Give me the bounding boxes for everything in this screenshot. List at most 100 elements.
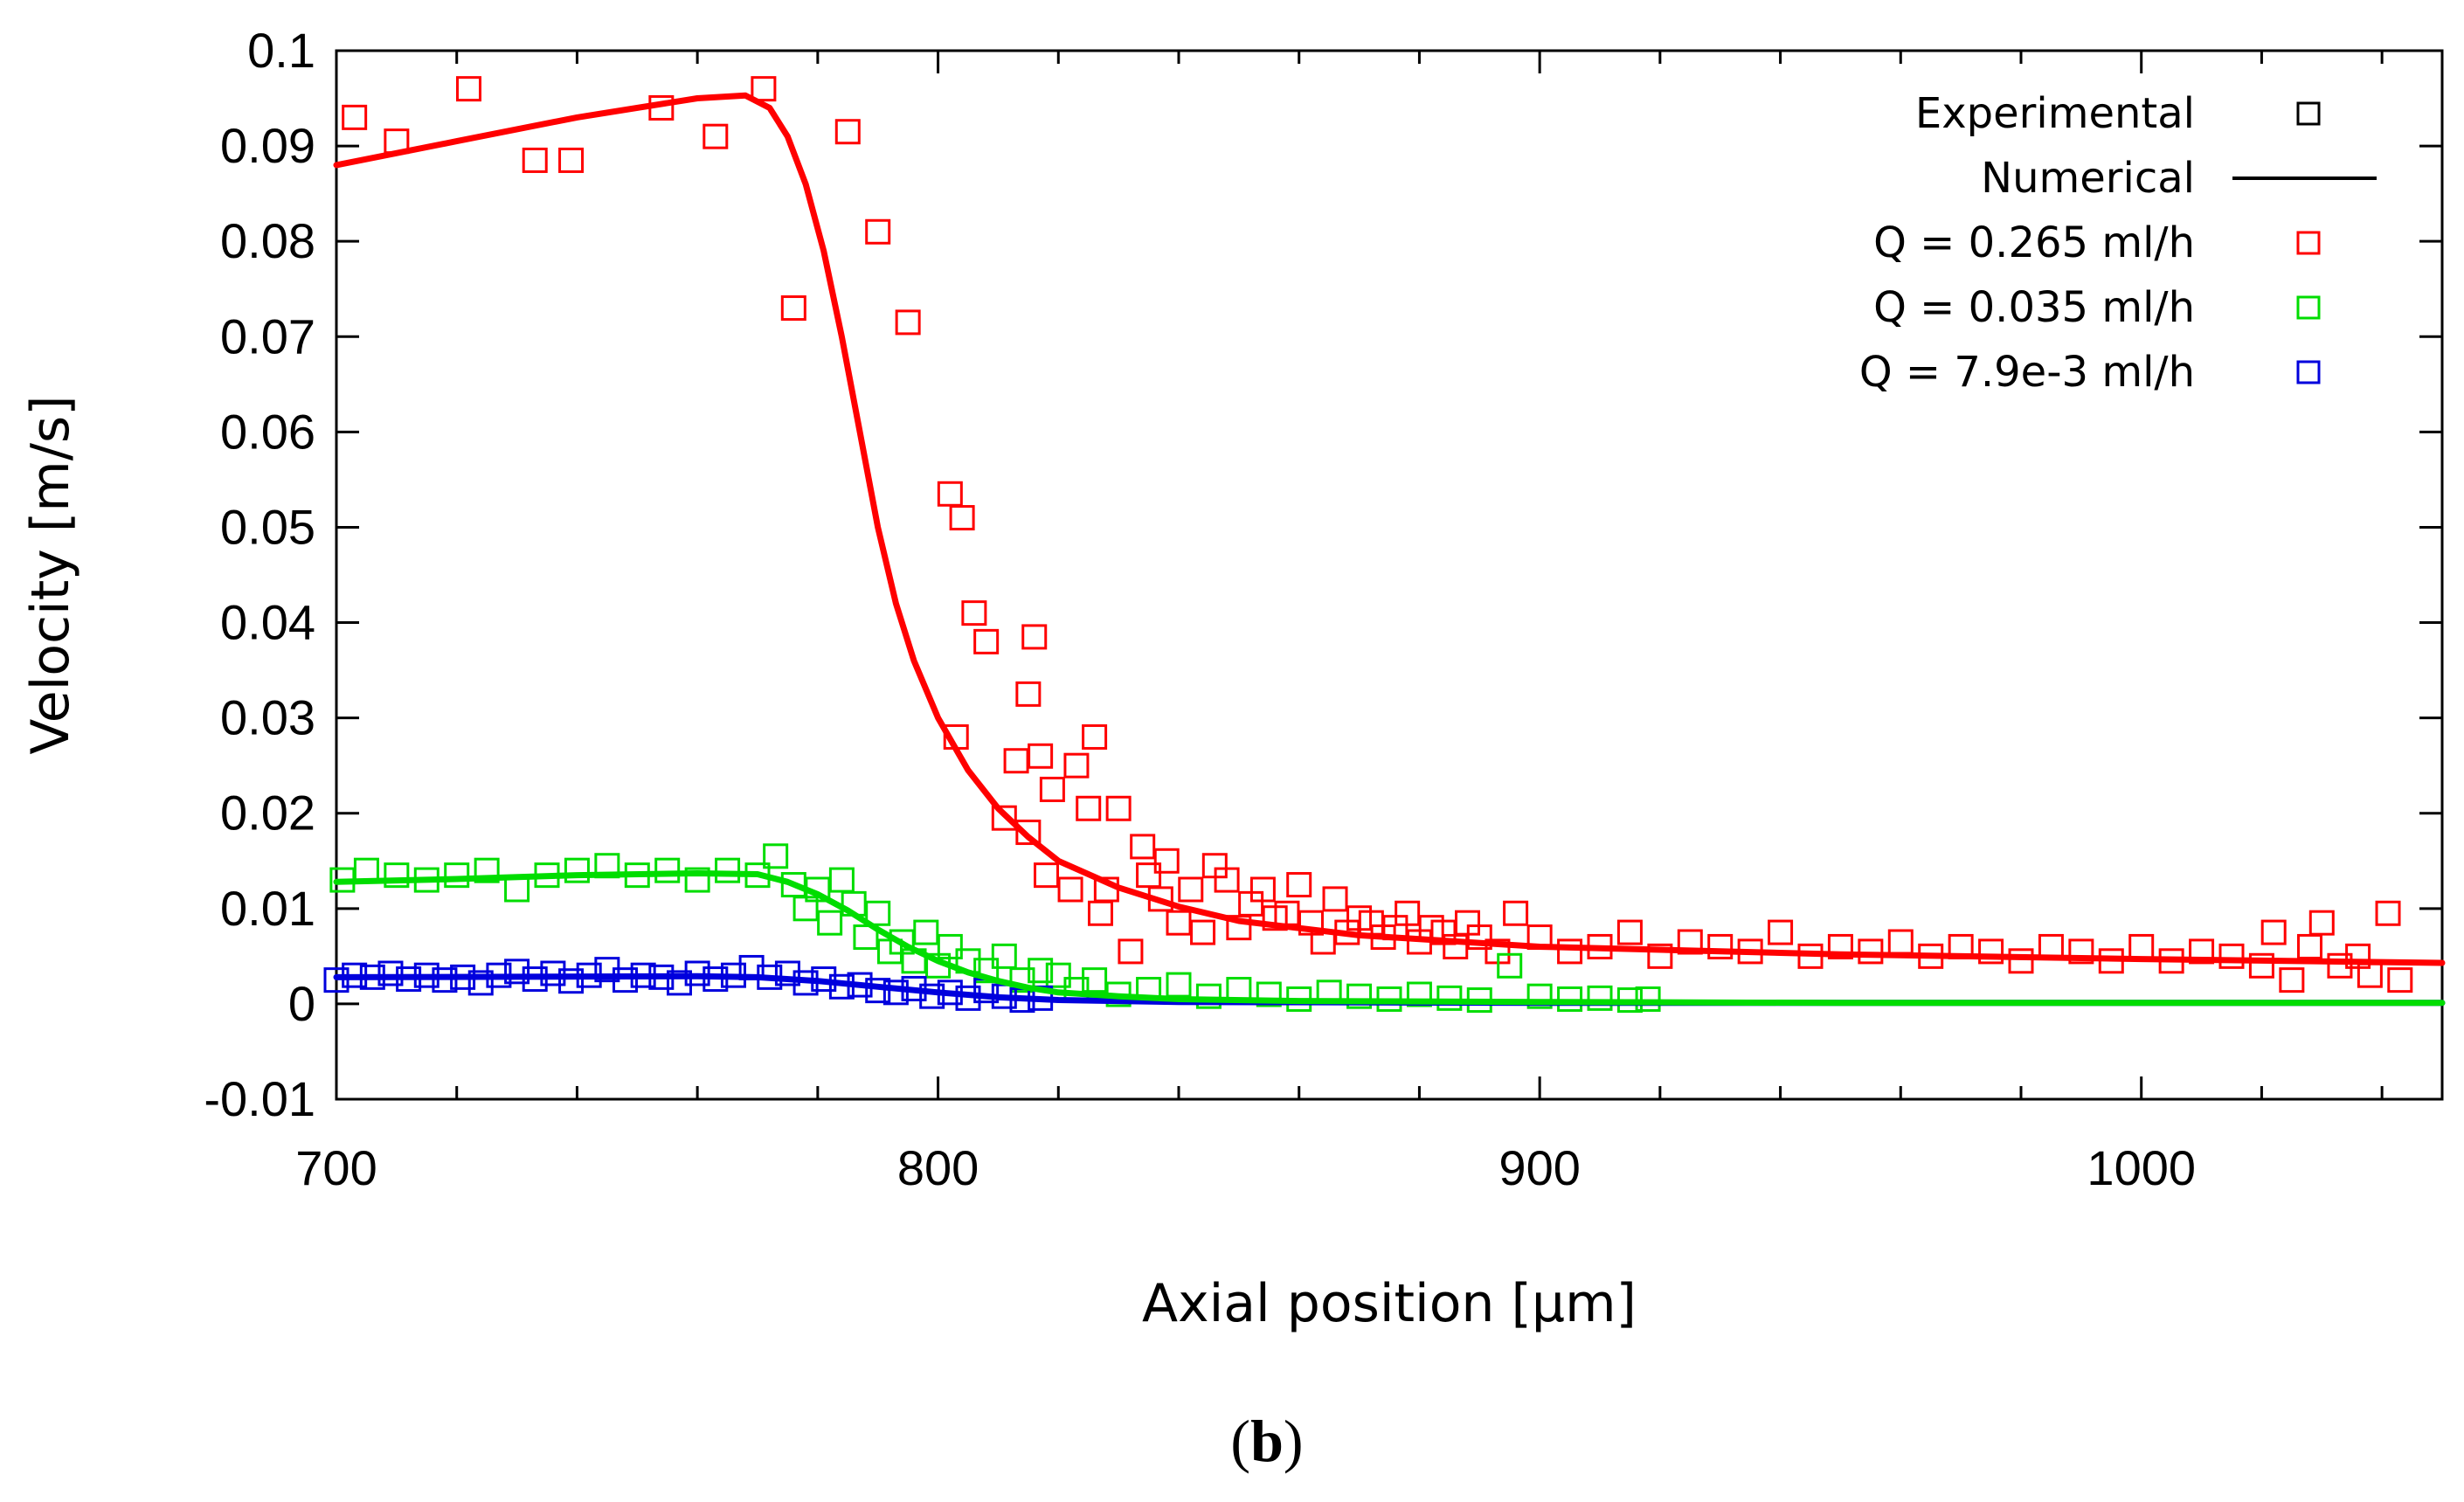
experimental-point [1497, 952, 1523, 979]
experimental-point [1256, 981, 1282, 1007]
experimental-point [684, 867, 710, 893]
experimental-point [973, 628, 1000, 654]
experimental-point [1635, 986, 1661, 1012]
experimental-point [1130, 834, 1156, 860]
x-axis-title: Axial position [µm] [1142, 1273, 1637, 1334]
x-tick-label: 800 [897, 1140, 979, 1195]
experimental-point [1436, 985, 1463, 1011]
experimental-point [1346, 983, 1373, 1009]
experimental-point [1063, 752, 1090, 779]
experimental-point [913, 919, 939, 945]
experimental-point [1034, 862, 1060, 889]
experimental-point [1587, 985, 1613, 1011]
y-tick-label: 0.01 [220, 881, 315, 936]
experimental-point [2279, 967, 2305, 993]
experimental-point [540, 960, 566, 986]
y-axis-title: Velocity [m/s] [20, 395, 81, 754]
experimental-point [1406, 981, 1432, 1007]
experimental-point [564, 857, 590, 883]
experimental-point [1166, 910, 1192, 936]
legend-label: Experimental [1915, 89, 2195, 138]
experimental-point [1647, 943, 1673, 969]
experimental-point [1395, 900, 1421, 926]
experimental-point [780, 295, 806, 322]
experimental-point [1503, 900, 1529, 926]
x-tick-label: 700 [295, 1140, 377, 1195]
experimental-point [1082, 723, 1108, 750]
legend-label: Q = 0.035 ml/h [1873, 283, 2195, 332]
experimental-point [703, 123, 729, 149]
plot-area [335, 49, 2444, 1101]
experimental-point [666, 970, 692, 996]
experimental-point [467, 970, 494, 996]
experimental-point [1057, 876, 1083, 903]
experimental-point [751, 76, 777, 102]
experimental-point [1118, 938, 1144, 965]
legend-square-marker [2296, 360, 2321, 384]
legend-label: Q = 7.9e-3 ml/h [1859, 348, 2195, 397]
experimental-point [1858, 938, 1884, 965]
y-tick-label: 0.1 [247, 23, 315, 78]
y-tick-label: 0.08 [220, 213, 315, 268]
experimental-point [474, 857, 500, 883]
experimental-point [991, 943, 1017, 969]
experimental-point [1039, 776, 1065, 802]
experimental-point [1105, 795, 1132, 821]
experimental-point [715, 857, 741, 883]
experimental-point [895, 309, 921, 336]
experimental-point [1082, 967, 1108, 993]
experimental-point [1178, 876, 1204, 903]
experimental-point [504, 959, 530, 985]
experimental-point [613, 967, 639, 993]
experimental-point [1045, 962, 1071, 988]
experimental-point [1557, 938, 1583, 965]
y-tick-label: 0.04 [220, 595, 315, 650]
experimental-point [1021, 624, 1048, 650]
legend-square-marker [2296, 295, 2321, 320]
experimental-point [1003, 748, 1029, 774]
experimental-point [817, 910, 843, 936]
experimental-point [1195, 983, 1222, 1009]
experimental-point [2248, 952, 2274, 979]
figure-caption: (b) [1230, 1408, 1303, 1474]
y-axis: -0.01 0 0.01 0.02 0.03 0.04 0.05 0.06 0.07 0.08 0.… [204, 23, 2442, 1126]
experimental-point [1249, 876, 1276, 903]
experimental-point [522, 147, 548, 173]
x-tick-label: 900 [1498, 1140, 1580, 1195]
experimental-point [1009, 967, 1035, 993]
experimental-point [1015, 820, 1042, 846]
experimental-point [2308, 910, 2335, 936]
experimental-point [2375, 900, 2401, 926]
experimental-point [654, 857, 681, 883]
legend: Experimental Numerical Q = 0.265 ml/h Q = 0… [1859, 89, 2377, 397]
experimental-point [774, 960, 800, 986]
y-tick-label: -0.01 [204, 1071, 315, 1126]
y-tick-label: 0.02 [220, 786, 315, 841]
experimental-point [1827, 933, 1853, 959]
experimental-point [919, 983, 945, 1009]
experimental-point [961, 600, 987, 626]
x-axis: 700 800 900 1000 [295, 51, 2384, 1195]
experimental-point [1190, 919, 1216, 945]
numerical-line [333, 870, 2446, 1007]
experimental-point [432, 967, 458, 993]
experimental-point [1616, 919, 1643, 945]
y-tick-label: 0.09 [220, 118, 315, 173]
experimental-point [2327, 952, 2353, 979]
experimental-point [1015, 681, 1042, 707]
experimental-point [991, 805, 1017, 831]
experimental-point [455, 76, 481, 102]
experimental-point [865, 900, 891, 926]
experimental-point [1076, 795, 1102, 821]
experimental-point [1707, 933, 1734, 959]
experimental-point [1286, 872, 1312, 898]
experimental-point [1153, 848, 1180, 874]
caption-close-paren: ) [1284, 1408, 1304, 1474]
experimental-point [2387, 967, 2413, 993]
numerical-line [333, 92, 2446, 966]
caption-open-paren: ( [1230, 1408, 1250, 1474]
legend-square-marker [2296, 231, 2321, 255]
experimental-point [558, 968, 585, 994]
experimental-point [444, 862, 470, 889]
